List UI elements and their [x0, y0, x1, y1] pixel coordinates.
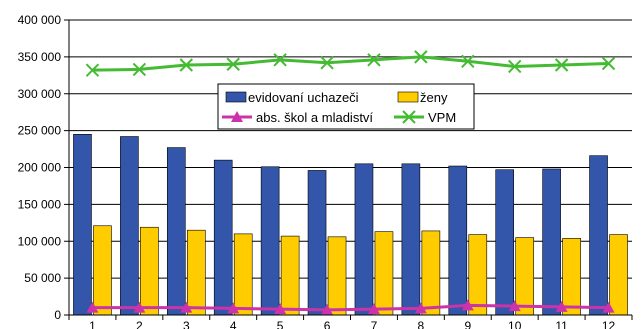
- x-tick-label: 8: [418, 319, 425, 329]
- point-abs-skol-a-mladistvi: [602, 301, 615, 313]
- legend-label: VPM: [428, 110, 456, 125]
- legend: evidovaní uchazeči ženy abs. škol a mladis…: [217, 83, 475, 130]
- y-tick-label: 350 000: [18, 50, 62, 64]
- x-tick-label: 11: [555, 319, 568, 329]
- y-tick-label: 250 000: [18, 124, 62, 138]
- point-vpm: [179, 58, 193, 72]
- bar-evidovani-uchazeci: [166, 147, 186, 316]
- y-tick-label: 300 000: [18, 87, 62, 101]
- point-abs-skol-a-mladistvi: [414, 302, 427, 314]
- bar-zeny: [327, 236, 347, 316]
- x-tick-label: 9: [464, 319, 471, 329]
- bar-evidovani-uchazeci: [73, 134, 92, 316]
- line-abs-skol-a-mladistvi: [92, 303, 609, 312]
- marker-stroke: [414, 50, 428, 64]
- bar-evidovani-uchazeci: [401, 163, 421, 316]
- bar-zeny: [233, 233, 253, 316]
- legend-swatch: [225, 91, 247, 103]
- marker-stroke: [601, 56, 616, 71]
- y-tick-label: 150 000: [18, 197, 62, 211]
- point-abs-skol-a-mladistvi: [133, 301, 146, 313]
- bar-evidovani-uchazeci: [260, 166, 280, 316]
- bar-evidovani-uchazeci: [589, 155, 608, 316]
- y-tick-label: 50 000: [24, 271, 61, 285]
- bar-evidovani-uchazeci: [354, 163, 374, 316]
- marker-stroke: [554, 58, 569, 72]
- point-vpm: [367, 53, 381, 67]
- y-tick-label: 0: [54, 308, 61, 322]
- marker-stroke: [367, 53, 381, 67]
- bar-zeny: [468, 234, 488, 316]
- marker-stroke: [273, 53, 287, 67]
- x-tick-label: 10: [508, 319, 522, 329]
- legend-label: evidovaní uchazeči: [248, 90, 359, 105]
- bar-zeny: [186, 229, 206, 316]
- point-abs-skol-a-mladistvi: [180, 301, 193, 313]
- point-vpm: [320, 56, 334, 70]
- bar-zeny: [374, 231, 394, 316]
- point-abs-skol-a-mladistvi: [461, 299, 474, 311]
- bar-zeny: [93, 225, 112, 316]
- y-tick-label: 400 000: [18, 13, 62, 27]
- bar-zeny: [515, 237, 535, 316]
- y-tick-label: 100 000: [18, 234, 62, 248]
- point-abs-skol-a-mladistvi: [321, 303, 334, 315]
- x-tick-label: 1: [89, 319, 96, 329]
- x-tick-label: 12: [602, 319, 616, 329]
- bar-evidovani-uchazeci: [120, 136, 139, 316]
- marker-stroke: [402, 110, 416, 124]
- y-tick-label: 200 000: [18, 161, 62, 175]
- legend-label: ženy: [420, 90, 448, 105]
- x-tick-label: 6: [324, 319, 331, 329]
- x-tick-label: 3: [183, 319, 190, 329]
- point-abs-skol-a-mladistvi: [227, 302, 240, 314]
- marker-stroke: [85, 63, 100, 77]
- bar-zeny: [609, 234, 628, 316]
- bar-evidovani-uchazeci: [495, 169, 515, 316]
- bar-evidovani-uchazeci: [307, 170, 327, 316]
- point-abs-skol-a-mladistvi: [367, 303, 380, 315]
- point-abs-skol-a-mladistvi: [508, 300, 521, 312]
- point-vpm: [273, 53, 287, 67]
- x-tick-label: 4: [230, 319, 237, 329]
- point-vpm: [85, 63, 100, 77]
- point-abs-skol-a-mladistvi: [555, 300, 568, 312]
- x-tick-label: 2: [136, 319, 143, 329]
- line-vpm: [92, 55, 609, 72]
- bar-zeny: [140, 226, 159, 316]
- x-tick-label: 5: [277, 319, 284, 329]
- marker-stroke: [179, 58, 193, 72]
- bar-evidovani-uchazeci: [448, 165, 468, 316]
- legend-label: abs. škol a mladiství: [256, 110, 373, 125]
- point-vpm: [461, 54, 475, 69]
- marker-stroke: [508, 59, 522, 74]
- point-vpm: [132, 62, 147, 77]
- marker-stroke: [226, 57, 240, 71]
- bar-evidovani-uchazeci: [213, 159, 233, 316]
- legend-box: [217, 83, 475, 130]
- legend-marker: [231, 111, 243, 122]
- point-vpm: [554, 58, 569, 72]
- marker-stroke: [461, 54, 475, 69]
- legend-marker: [402, 110, 416, 124]
- marker-stroke: [132, 62, 147, 77]
- bar-zeny: [421, 230, 441, 316]
- bar-zeny: [562, 238, 581, 316]
- lines-layer: [85, 50, 616, 315]
- point-vpm: [508, 59, 522, 74]
- x-tick-label: 7: [371, 319, 378, 329]
- marker-stroke: [320, 56, 334, 70]
- axes-layer: 0 50 000 100 000 150 000 200 000 250 000 300 0…: [18, 13, 633, 329]
- point-vpm: [601, 56, 616, 71]
- point-vpm: [414, 50, 428, 64]
- bar-evidovani-uchazeci: [542, 168, 561, 316]
- point-abs-skol-a-mladistvi: [274, 303, 287, 315]
- bars-layer: [73, 134, 628, 316]
- point-abs-skol-a-mladistvi: [86, 301, 99, 313]
- bar-zeny: [280, 235, 300, 316]
- legend-swatch: [397, 91, 419, 103]
- point-vpm: [226, 57, 240, 71]
